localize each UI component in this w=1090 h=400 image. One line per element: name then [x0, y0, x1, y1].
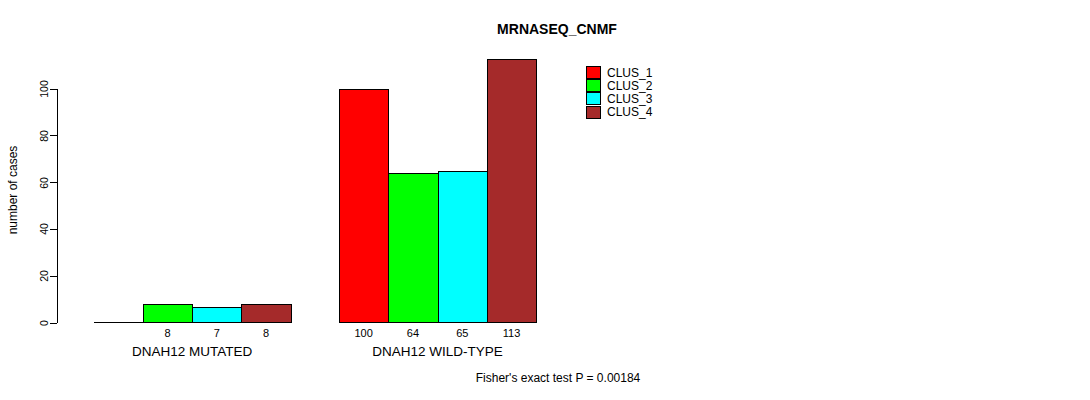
- bar-value-label: 8: [164, 327, 170, 339]
- bar-clus_4: [487, 59, 537, 323]
- legend-label: CLUS_2: [607, 79, 652, 93]
- legend-item-clus_2: CLUS_2: [586, 79, 652, 92]
- y-tick-mark: [50, 182, 57, 183]
- legend-label: CLUS_1: [607, 66, 652, 80]
- y-tick-mark: [50, 323, 57, 324]
- y-axis-line: [57, 89, 58, 323]
- chart-title: MRNASEQ_CNMF: [497, 21, 617, 37]
- y-tick-label: 100: [38, 80, 50, 98]
- legend-label: CLUS_3: [607, 92, 652, 106]
- y-tick-label: 20: [38, 270, 50, 282]
- bar-clus_3: [192, 307, 242, 323]
- bar-clus_1-zero: [94, 322, 144, 323]
- y-tick-label: 0: [38, 320, 50, 326]
- legend-item-clus_3: CLUS_3: [586, 92, 652, 105]
- bar-value-label: 113: [503, 327, 521, 339]
- y-tick-label: 80: [38, 130, 50, 142]
- legend-swatch: [586, 106, 601, 119]
- y-tick-label: 40: [38, 224, 50, 236]
- bar-clus_2: [143, 304, 193, 323]
- bar-value-label: 64: [407, 327, 419, 339]
- x-group-label: DNAH12 MUTATED: [132, 344, 252, 359]
- fisher-test-note: Fisher's exact test P = 0.00184: [476, 371, 641, 385]
- bar-value-label: 8: [263, 327, 269, 339]
- y-tick-mark: [50, 276, 57, 277]
- y-tick-mark: [50, 135, 57, 136]
- legend-item-clus_4: CLUS_4: [586, 106, 652, 119]
- y-tick-mark: [50, 89, 57, 90]
- legend-swatch: [586, 79, 601, 92]
- bar-value-label: 65: [456, 327, 468, 339]
- bar-chart-figure: MRNASEQ_CNMF number of cases 0 20 40 60 80 10…: [0, 0, 1090, 400]
- legend: CLUS_1CLUS_2CLUS_3CLUS_4: [586, 66, 652, 119]
- bar-clus_4: [241, 304, 291, 323]
- y-tick-mark: [50, 229, 57, 230]
- bar-clus_1: [339, 89, 389, 323]
- legend-label: CLUS_4: [607, 105, 652, 119]
- x-group-label: DNAH12 WILD-TYPE: [372, 344, 503, 359]
- legend-swatch: [586, 92, 601, 105]
- y-tick-label: 60: [38, 177, 50, 189]
- bar-value-label: 7: [214, 327, 220, 339]
- bar-value-label: 100: [354, 327, 372, 339]
- y-axis-label: number of cases: [6, 146, 20, 235]
- bar-clus_2: [388, 173, 438, 323]
- bar-clus_3: [438, 171, 488, 323]
- legend-swatch: [586, 66, 601, 79]
- legend-item-clus_1: CLUS_1: [586, 66, 652, 79]
